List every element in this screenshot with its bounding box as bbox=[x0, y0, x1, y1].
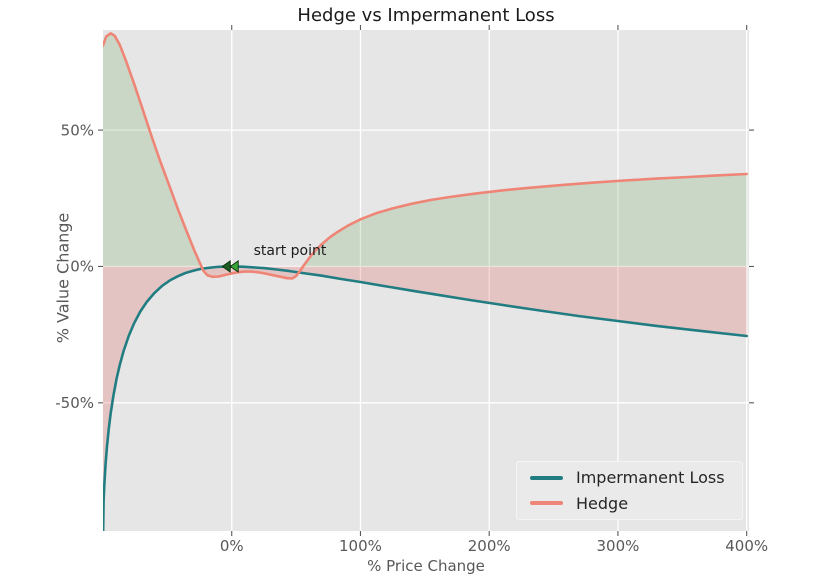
impermanent-loss-line bbox=[103, 265, 748, 531]
x-tick-label: 0% bbox=[220, 537, 244, 555]
legend-swatch-impermanent-loss bbox=[530, 476, 563, 480]
legend-label-impermanent-loss: Impermanent Loss bbox=[576, 468, 725, 488]
legend-label-hedge: Hedge bbox=[576, 493, 629, 513]
legend-item-impermanent-loss: Impermanent Loss bbox=[530, 468, 742, 487]
tick-marks bbox=[98, 25, 754, 536]
gridlines bbox=[103, 30, 749, 531]
y-axis-label: % Value Change bbox=[53, 212, 73, 344]
y-tick-label: -50% bbox=[55, 394, 94, 412]
fill-hedge-gain-region bbox=[103, 33, 747, 267]
x-tick-label: 400% bbox=[725, 537, 768, 555]
x-tick-label: 200% bbox=[468, 537, 511, 555]
x-axis-label: % Price Change bbox=[367, 557, 485, 575]
legend-item-hedge: Hedge bbox=[530, 494, 742, 513]
x-tick-label: 300% bbox=[597, 537, 640, 555]
y-tick-label: 0% bbox=[70, 258, 94, 276]
legend: Impermanent Loss Hedge bbox=[516, 461, 743, 520]
y-tick-label: 50% bbox=[61, 121, 94, 139]
start-marker-right-triangle-icon bbox=[229, 259, 239, 273]
start-point-label: start point bbox=[253, 243, 327, 260]
chart-title: Hedge vs Impermanent Loss bbox=[297, 5, 555, 26]
hedge-line bbox=[103, 31, 748, 280]
plot-background bbox=[103, 30, 749, 531]
start-point-marker bbox=[221, 259, 239, 273]
legend-swatch-hedge bbox=[530, 501, 563, 505]
fill-loss-region bbox=[103, 266, 747, 531]
x-tick-label: 100% bbox=[339, 537, 382, 555]
